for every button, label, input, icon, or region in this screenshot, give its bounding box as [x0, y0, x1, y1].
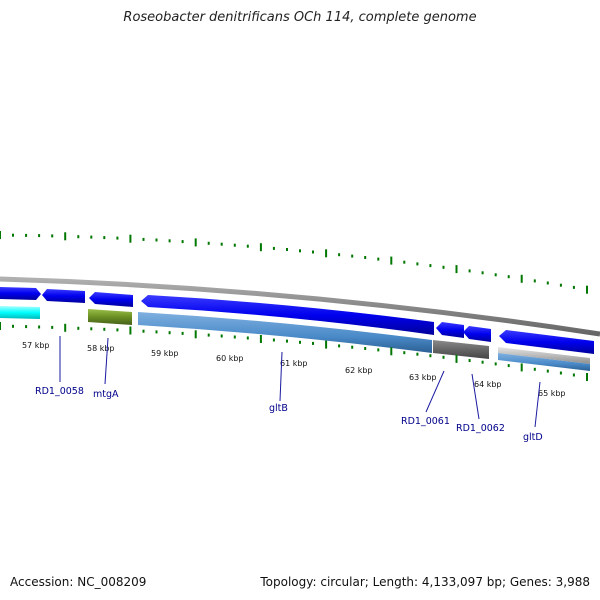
gene-label-RD1_0061[interactable]: RD1_0061 [401, 416, 450, 427]
forward-strand-track [0, 287, 594, 354]
scale-label-64: 64 kbp [474, 380, 502, 389]
genome-backbone [0, 276, 600, 337]
genome-summary-text: Topology: circular; Length: 4,133,097 bp… [260, 575, 590, 589]
gene-label-RD1_0058[interactable]: RD1_0058 [35, 386, 84, 397]
accession-text: Accession: NC_008209 [10, 575, 147, 589]
scale-labels: 57 kbp 58 kbp 59 kbp 60 kbp 61 kbp 62 kb… [22, 341, 566, 398]
feature-gray[interactable] [433, 340, 489, 359]
leader-RD1_0062 [471, 373, 480, 420]
leader-gltD [534, 381, 541, 428]
scale-label-57: 57 kbp [22, 341, 50, 350]
gene-arrow-forward-7[interactable] [499, 330, 594, 354]
gene-labels: RD1_0058 mtgA gltB RD1_0061 RD1_0062 glt… [35, 386, 543, 443]
scale-label-60: 60 kbp [216, 354, 244, 363]
feature-cyan[interactable] [0, 306, 40, 319]
leader-gltB [279, 351, 283, 402]
gene-arrow-forward-3[interactable] [89, 292, 133, 307]
scale-label-61: 61 kbp [280, 359, 308, 368]
feature-steel-2[interactable] [498, 353, 590, 371]
genome-title: Roseobacter denitrificans OCh 114, compl… [123, 10, 477, 25]
gene-label-RD1_0062[interactable]: RD1_0062 [456, 423, 505, 434]
feature-gltB[interactable] [138, 312, 432, 353]
gene-label-leaders [59, 336, 541, 428]
leader-mtgA [104, 337, 109, 385]
gene-arrow-forward-2[interactable] [42, 289, 85, 303]
gene-label-gltD[interactable]: gltD [523, 432, 543, 443]
gene-label-gltB[interactable]: gltB [269, 403, 288, 414]
gene-label-mtgA[interactable]: mtgA [93, 389, 119, 400]
inner-tick-ring [0, 322, 588, 381]
leader-RD1_0061 [425, 370, 445, 413]
scale-label-58: 58 kbp [87, 344, 115, 353]
scale-label-63: 63 kbp [409, 373, 437, 382]
gene-arrow-forward-5[interactable] [436, 322, 464, 338]
feature-mtgA[interactable] [88, 309, 132, 325]
scale-label-65: 65 kbp [538, 389, 566, 398]
scale-label-62: 62 kbp [345, 366, 373, 375]
scale-label-59: 59 kbp [151, 349, 179, 358]
feature-track [0, 306, 590, 371]
outer-tick-ring [0, 231, 588, 294]
gene-arrow-forward-1[interactable] [0, 287, 41, 300]
gene-arrow-forward-6[interactable] [463, 326, 491, 342]
feature-silver[interactable] [498, 347, 590, 364]
gene-arrow-forward-gltB[interactable] [141, 295, 434, 335]
